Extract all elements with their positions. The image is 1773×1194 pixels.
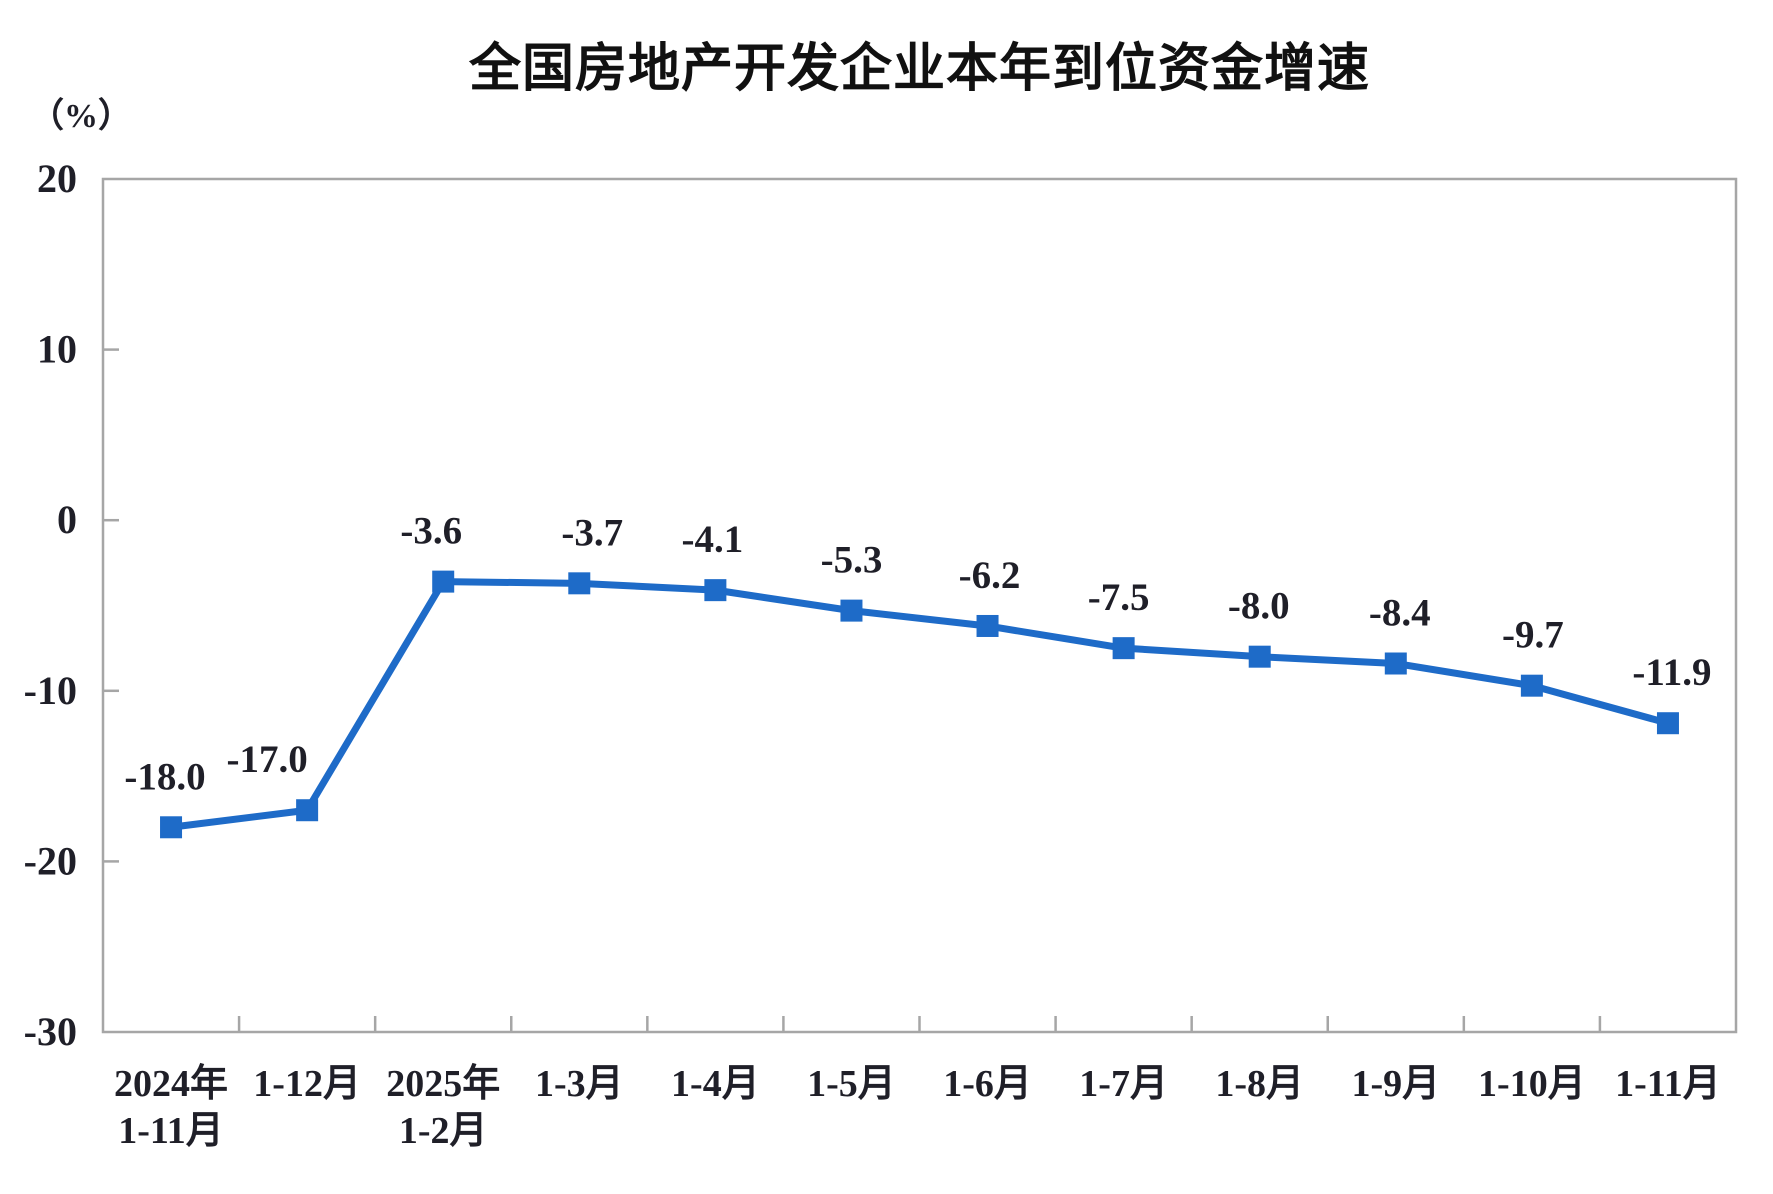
data-point-label: -4.1 [682,518,744,561]
y-tick-label: -30 [24,1009,77,1054]
data-point-marker [432,570,455,593]
data-point-label: -8.4 [1369,592,1431,635]
data-point-label: -3.7 [561,511,623,554]
x-tick-label: 2025年 [386,1063,500,1105]
data-point-label: -11.9 [1632,651,1711,694]
x-tick-label-line2: 1-11月 [118,1110,224,1152]
data-point-marker [704,579,727,602]
x-tick-label-line2: 1-2月 [399,1110,488,1152]
data-point-marker [1248,645,1271,668]
x-tick-label: 1-11月 [1615,1063,1721,1105]
y-tick-label: 10 [37,327,77,372]
data-point-label: -5.3 [821,539,883,582]
x-tick-label: 1-5月 [807,1063,896,1105]
data-point-label: -6.2 [959,554,1021,597]
series-line [167,578,1672,831]
data-point-label: -3.6 [400,510,462,553]
x-tick-label: 1-12月 [253,1063,361,1105]
y-tick-label: -20 [24,838,77,883]
y-tick-label: -10 [24,668,77,713]
x-tick-label: 1-10月 [1478,1063,1586,1105]
data-point-marker [1656,712,1679,735]
x-tick-label: 1-4月 [671,1063,760,1105]
chart-title: 全国房地产开发企业本年到位资金增速 [468,39,1370,99]
data-point-label: -18.0 [124,755,205,798]
data-point-marker [568,572,591,595]
x-tick-label: 1-8月 [1215,1063,1304,1105]
data-point-marker [1520,674,1543,697]
data-point-marker [840,599,863,622]
x-tick-label: 1-6月 [943,1063,1032,1105]
data-point-label: -7.5 [1088,576,1150,619]
data-point-marker [1384,652,1407,675]
x-tick-label: 1-9月 [1351,1063,1440,1105]
data-point-label: -8.0 [1228,585,1290,628]
data-point-label: -9.7 [1502,614,1564,657]
data-point-label: -17.0 [227,738,308,781]
data-point-marker [1112,637,1135,660]
y-axis-unit-label: （%） [30,98,132,135]
data-point-marker [160,816,183,839]
x-tick-label: 2024年 [114,1063,228,1105]
plot-border [101,177,1738,1034]
y-tick-label: 20 [37,156,77,201]
x-tick-label: 1-7月 [1079,1063,1168,1105]
data-point-marker [296,799,319,822]
x-tick-label: 1-3月 [535,1063,624,1105]
y-tick-label: 0 [57,497,77,542]
data-point-marker [976,614,999,637]
